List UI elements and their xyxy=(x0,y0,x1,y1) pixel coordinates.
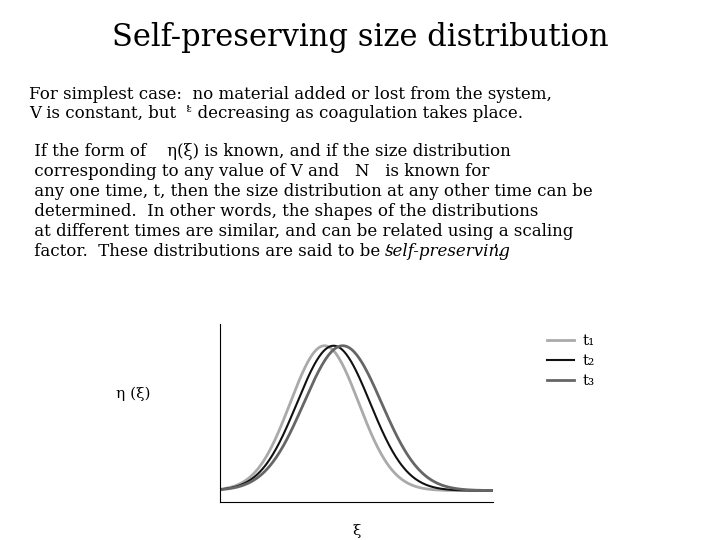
Text: corresponding to any value of V and   N   is known for: corresponding to any value of V and N is… xyxy=(29,163,489,180)
Text: determined.  In other words, the shapes of the distributions: determined. In other words, the shapes o… xyxy=(29,202,538,220)
Text: For simplest case:  no material added or lost from the system,: For simplest case: no material added or … xyxy=(29,86,552,103)
Text: self-preserving: self-preserving xyxy=(385,242,511,260)
Text: any one time, t, then the size distribution at any other time can be: any one time, t, then the size distribut… xyxy=(29,183,593,200)
Text: Self-preserving size distribution: Self-preserving size distribution xyxy=(112,22,608,53)
Text: factor.  These distributions are said to be ‘: factor. These distributions are said to … xyxy=(29,242,391,260)
Text: V is constant, but  ᵋ̇ decreasing as coagulation takes place.: V is constant, but ᵋ̇ decreasing as coag… xyxy=(29,105,523,122)
Text: at different times are similar, and can be related using a scaling: at different times are similar, and can … xyxy=(29,222,573,240)
Text: ξ: ξ xyxy=(352,524,361,538)
Text: ’.: ’. xyxy=(493,242,504,260)
Text: η (ξ): η (ξ) xyxy=(116,387,150,401)
Text: If the form of    η(ξ) is known, and if the size distribution: If the form of η(ξ) is known, and if the… xyxy=(29,143,510,160)
Legend: t₁, t₂, t₃: t₁, t₂, t₃ xyxy=(541,328,600,395)
